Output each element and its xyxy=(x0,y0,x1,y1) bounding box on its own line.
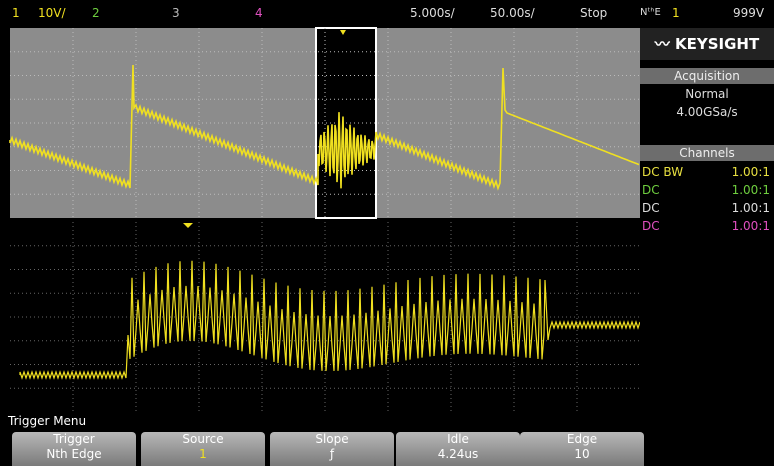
softkey-value: 4.24us xyxy=(396,447,520,462)
softkey-value: 1 xyxy=(141,447,265,462)
coupling: DC xyxy=(642,183,660,197)
waveform-display xyxy=(0,0,640,412)
coupling: DC xyxy=(642,201,660,215)
trigger-mode: NᵗʰE xyxy=(640,7,661,18)
acquisition-mode: Normal xyxy=(640,87,774,101)
brand-logo: 〰 KEYSIGHT xyxy=(640,28,774,60)
trigger-source: 1 xyxy=(672,6,680,20)
probe-ratio: 1.00:1 xyxy=(732,201,770,215)
softkey-label: Trigger xyxy=(12,432,136,447)
softkey-label: Edge xyxy=(520,432,644,447)
acquisition-header: Acquisition xyxy=(640,68,774,84)
softkey-label: Idle xyxy=(396,432,520,447)
probe-ratio: 1.00:1 xyxy=(732,165,770,179)
probe-ratio: 1.00:1 xyxy=(732,219,770,233)
softkey-label: Source xyxy=(141,432,265,447)
coupling: DC BW xyxy=(642,165,683,179)
softkey-value: Nth Edge xyxy=(12,447,136,462)
softkey-value: ƒ xyxy=(270,447,394,462)
channels-header: Channels xyxy=(640,145,774,161)
trigger-level: 999V xyxy=(733,6,764,20)
channel-row: DC BW 1.00:1 xyxy=(642,165,770,179)
channel-row: DC 1.00:1 xyxy=(642,201,770,215)
coupling: DC xyxy=(642,219,660,233)
brand: KEYSIGHT xyxy=(675,35,759,53)
softkey-value: 10 xyxy=(520,447,644,462)
channel-row: DC 1.00:1 xyxy=(642,183,770,197)
menu-title: Trigger Menu xyxy=(8,414,86,428)
oscilloscope-screen: 1 10V/ 2 3 4 5.000s/ 50.00s/ Stop NᵗʰE 1… xyxy=(0,0,774,466)
probe-ratio: 1.00:1 xyxy=(732,183,770,197)
channel-row: DC 1.00:1 xyxy=(642,219,770,233)
sample-rate: 4.00GSa/s xyxy=(640,105,774,119)
softkey-label: Slope xyxy=(270,432,394,447)
